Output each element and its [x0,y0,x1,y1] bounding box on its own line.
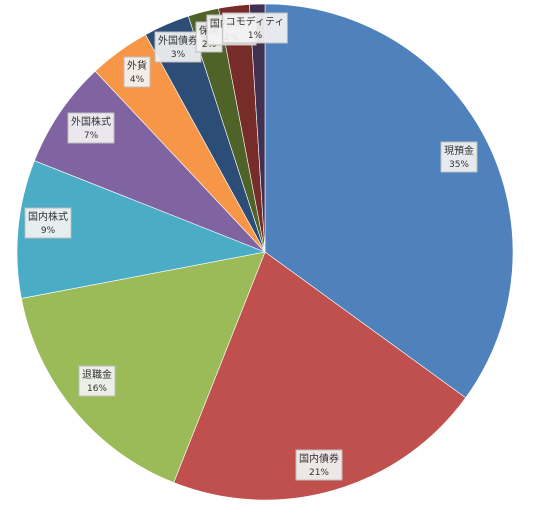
data-label-5: 外貨 4% [123,56,151,88]
pie-slice-2 [21,251,266,483]
labels-layer: 現預金 35% 国内債券 21% 退職金 16% 国内株式 9% 外国株式 7% 外貨 4% 外国債券 3… [24,12,478,481]
data-label-category: 外国債券 [158,34,198,47]
data-label-category: 退職金 [82,368,112,381]
pie-slice-3 [16,160,267,299]
data-label-category: 外貨 [127,59,147,72]
data-label-percent: 3% [171,50,186,60]
data-label-6: 外国債券 3% [154,31,202,63]
data-label-percent: 35% [449,160,469,170]
data-label-box [295,449,343,481]
data-label-percent: 21% [309,468,329,478]
data-label-box [24,207,72,239]
data-label-2: 退職金 16% [78,365,116,397]
pie-slice-0 [264,3,514,399]
data-label-box [123,56,151,88]
data-label-category: 外国株式 [71,115,111,128]
data-label-box [154,31,202,63]
pie-slice-9 [249,3,266,253]
data-label-percent: 9% [41,226,56,236]
data-label-4: 外国株式 7% [67,112,115,144]
data-label-percent: 4% [130,75,145,85]
data-label-box [440,141,478,173]
pie-slice-1 [173,251,467,501]
data-label-1: 国内債券 21% [295,449,343,481]
data-label-category: 国内債券 [299,452,339,465]
data-label-percent: 16% [87,384,107,394]
data-label-category: 国内株式 [28,210,68,223]
data-label-box [67,112,115,144]
data-label-0: 現預金 35% [440,141,478,173]
data-label-box [78,365,116,397]
data-label-9: コモディティ 1% [222,12,288,44]
data-label-percent: 1% [248,31,263,41]
data-label-box [222,12,288,44]
slices-layer [16,3,514,501]
data-label-3: 国内株式 9% [24,207,72,239]
data-label-category: コモディティ [226,15,285,28]
data-label-category: 現預金 [444,144,474,157]
data-label-percent: 7% [84,131,99,141]
